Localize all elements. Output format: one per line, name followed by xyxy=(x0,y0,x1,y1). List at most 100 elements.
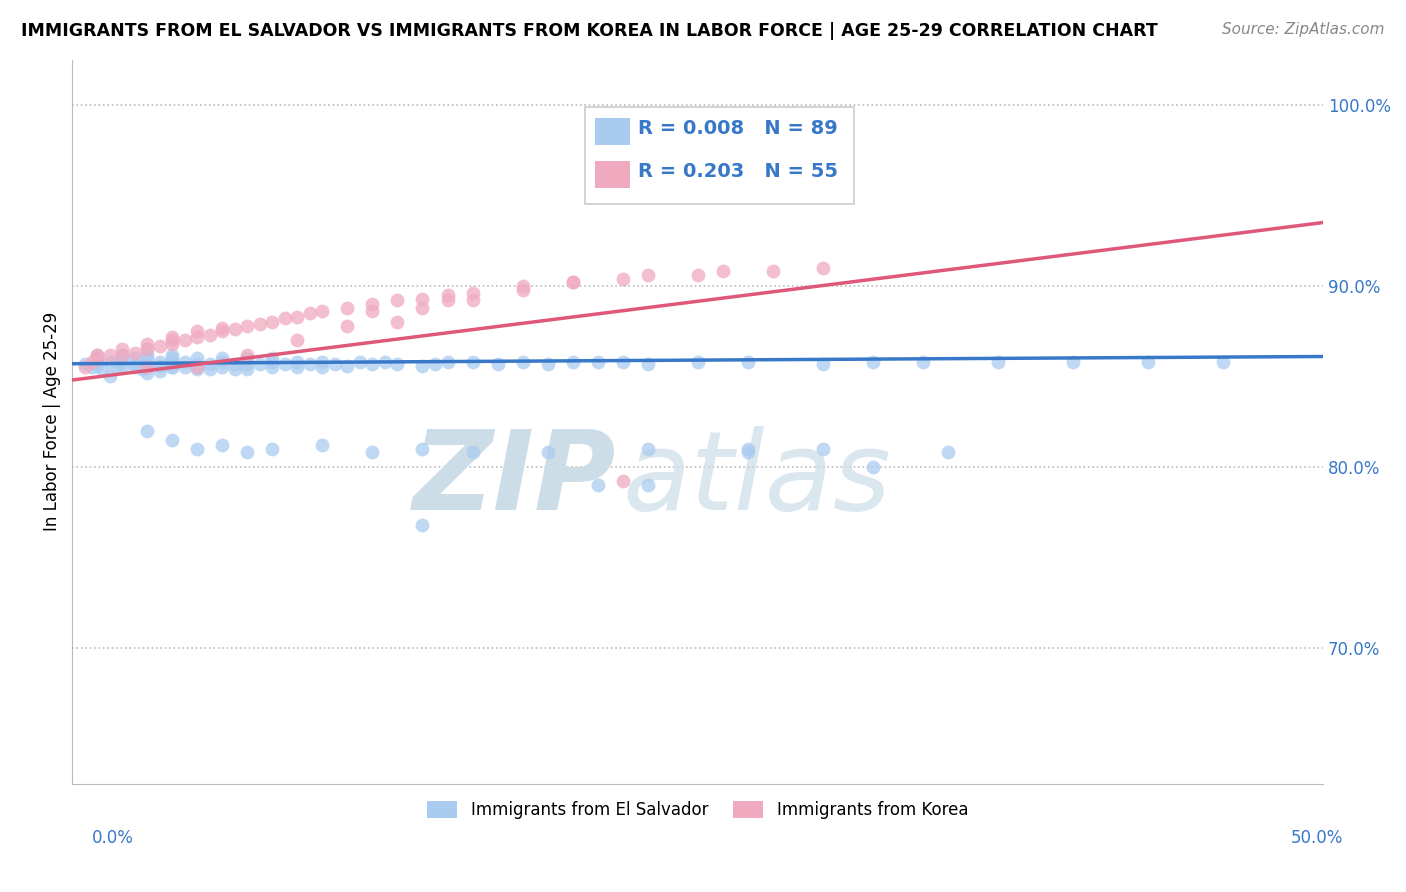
Point xyxy=(173,355,195,369)
Text: R = 0.203   N = 55: R = 0.203 N = 55 xyxy=(638,162,838,181)
Point xyxy=(512,355,534,369)
Text: IMMIGRANTS FROM EL SALVADOR VS IMMIGRANTS FROM KOREA IN LABOR FORCE | AGE 25-29 : IMMIGRANTS FROM EL SALVADOR VS IMMIGRANT… xyxy=(21,22,1157,40)
Point xyxy=(411,359,433,373)
Point xyxy=(136,360,159,375)
Bar xyxy=(595,118,630,145)
Point xyxy=(287,333,309,347)
Point xyxy=(111,360,134,375)
Point xyxy=(73,357,96,371)
Point xyxy=(911,355,934,369)
Point xyxy=(198,362,221,376)
Point xyxy=(323,357,346,371)
Point xyxy=(387,315,409,329)
Point xyxy=(173,360,195,375)
Point xyxy=(124,346,146,360)
Point xyxy=(762,264,785,278)
Point xyxy=(936,445,959,459)
Point xyxy=(149,359,172,373)
Point xyxy=(1062,355,1084,369)
Point xyxy=(262,360,284,375)
Point xyxy=(811,357,834,371)
Point xyxy=(162,336,184,351)
Point xyxy=(211,438,233,452)
Point xyxy=(1137,355,1160,369)
Text: R = 0.008   N = 89: R = 0.008 N = 89 xyxy=(638,119,838,138)
Point xyxy=(198,357,221,371)
Point xyxy=(298,357,321,371)
Point xyxy=(336,301,359,315)
Point xyxy=(436,355,458,369)
Point xyxy=(98,348,121,362)
Point xyxy=(612,355,634,369)
Point xyxy=(211,320,233,334)
Point xyxy=(287,355,309,369)
Text: 50.0%: 50.0% xyxy=(1291,829,1343,847)
Point xyxy=(862,355,884,369)
FancyBboxPatch shape xyxy=(585,107,853,204)
Point xyxy=(136,366,159,380)
Point xyxy=(136,343,159,357)
Point xyxy=(186,329,208,343)
Point xyxy=(311,304,333,318)
Point xyxy=(411,517,433,532)
Point xyxy=(686,268,709,282)
Point xyxy=(136,424,159,438)
Point xyxy=(149,338,172,352)
Point xyxy=(186,357,208,371)
Point xyxy=(387,293,409,308)
Point xyxy=(287,360,309,375)
Point xyxy=(361,304,384,318)
Point xyxy=(298,306,321,320)
Point xyxy=(162,360,184,375)
Point xyxy=(186,360,208,375)
Point xyxy=(387,357,409,371)
Bar xyxy=(595,161,630,188)
Point xyxy=(86,355,108,369)
Point xyxy=(236,357,259,371)
Point xyxy=(111,348,134,362)
Point xyxy=(512,283,534,297)
Point xyxy=(186,351,208,366)
Point xyxy=(249,317,271,331)
Text: ZIP: ZIP xyxy=(413,426,616,533)
Point xyxy=(111,355,134,369)
Point xyxy=(1212,355,1234,369)
Point xyxy=(111,343,134,357)
Point xyxy=(186,362,208,376)
Point xyxy=(536,357,558,371)
Point xyxy=(461,293,484,308)
Point xyxy=(287,310,309,324)
Point xyxy=(461,286,484,301)
Point xyxy=(73,360,96,375)
Point xyxy=(637,268,659,282)
Point xyxy=(211,360,233,375)
Point xyxy=(637,442,659,456)
Point xyxy=(536,445,558,459)
Point xyxy=(162,348,184,362)
Point xyxy=(411,301,433,315)
Point xyxy=(262,355,284,369)
Point xyxy=(737,442,759,456)
Point xyxy=(586,355,609,369)
Point xyxy=(374,355,396,369)
Point xyxy=(162,360,184,375)
Point xyxy=(224,322,246,336)
Point xyxy=(461,355,484,369)
Point xyxy=(173,333,195,347)
Point xyxy=(124,351,146,366)
Point xyxy=(186,360,208,375)
Point xyxy=(411,442,433,456)
Point xyxy=(349,355,371,369)
Point xyxy=(737,355,759,369)
Point xyxy=(91,362,114,376)
Point xyxy=(136,351,159,366)
Point xyxy=(131,362,153,376)
Point xyxy=(637,357,659,371)
Point xyxy=(561,275,583,289)
Point xyxy=(361,357,384,371)
Point xyxy=(236,348,259,362)
Point xyxy=(686,355,709,369)
Point xyxy=(311,438,333,452)
Point xyxy=(82,360,104,375)
Point xyxy=(224,357,246,371)
